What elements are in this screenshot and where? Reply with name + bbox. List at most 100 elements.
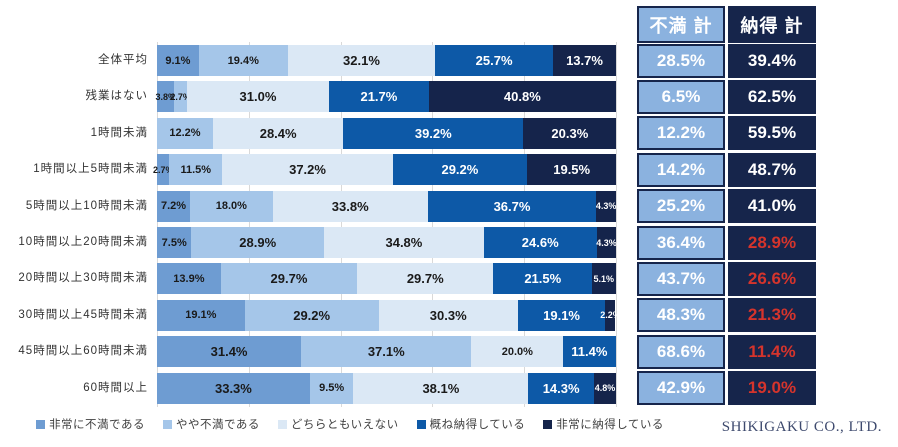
segment-value-label: 2.7% xyxy=(170,91,191,102)
segment-value-label: 2.2% xyxy=(600,310,621,321)
segment-value-label: 33.3% xyxy=(214,380,252,396)
company-name: SHIKIGAKU CO., LTD. xyxy=(721,419,882,435)
segment-value-label: 28.9% xyxy=(239,235,277,250)
legend-item: やや不満である xyxy=(162,416,260,432)
segment-value-label: 40.8% xyxy=(503,89,541,105)
segment-value-label: 19.1% xyxy=(185,309,217,322)
dissatisfied-total-cell: 28.5% xyxy=(637,43,725,78)
bar-segment: 38.1% xyxy=(353,372,529,404)
bar-segment: 36.7% xyxy=(427,190,597,222)
segment-value-label: 31.0% xyxy=(239,89,277,105)
stacked-bar: 7.2% 18.0% 33.8% 36.7% 4.3% xyxy=(157,190,617,222)
bar-segment: 7.5% xyxy=(157,227,192,258)
bar-segment: 9.1% xyxy=(157,45,199,76)
dissatisfied-total-value: 14.2% xyxy=(656,159,706,179)
segment-value-label: 12.2% xyxy=(169,127,201,140)
summary-row: 6.5% 62.5% xyxy=(637,79,816,114)
segment-value-label: 4.3% xyxy=(595,201,617,212)
satisfied-total-value: 28.9% xyxy=(747,232,797,252)
segment-value-label: 20.3% xyxy=(551,125,589,141)
dissatisfied-total-cell: 12.2% xyxy=(637,116,725,151)
bar-segment: 5.1% xyxy=(592,263,616,295)
bar-segment: 20.0% xyxy=(471,336,564,368)
bar-segment: 29.2% xyxy=(392,154,527,186)
dissatisfied-total-cell: 6.5% xyxy=(637,79,725,114)
dissatisfied-total-cell: 25.2% xyxy=(637,189,725,224)
bar-segment: 19.1% xyxy=(157,299,245,331)
stacked-bar: 2.7% 11.5% 37.2% 29.2% 19.5% xyxy=(153,154,617,186)
dissatisfied-total-value: 25.2% xyxy=(656,196,706,216)
bar-segment: 7.2% xyxy=(157,190,191,222)
summary-table-header: 不満 計 納得 計 xyxy=(637,6,816,43)
dissatisfied-total-value: 6.5% xyxy=(661,86,701,106)
category-label: 45時間以上60時間未満 xyxy=(18,345,148,358)
segment-value-label: 4.3% xyxy=(596,237,617,248)
dissatisfied-total-value: 12.2% xyxy=(656,123,706,143)
segment-value-label: 21.7% xyxy=(360,89,398,105)
segment-value-label: 33.8% xyxy=(331,198,369,214)
segment-value-label: 29.2% xyxy=(293,307,331,323)
bar-segment: 2.7% xyxy=(170,81,191,113)
satisfied-total-cell: 28.9% xyxy=(728,225,816,260)
legend-item-label: 非常に納得している xyxy=(556,419,664,431)
bar-segment: 3.8% xyxy=(155,81,176,113)
stacked-bar: 7.5% 28.9% 34.8% 24.6% 4.3% xyxy=(157,227,617,258)
segment-value-label: 20.0% xyxy=(501,345,533,358)
stacked-bar: 12.2% 28.4% 39.2% 20.3% xyxy=(157,117,617,149)
segment-value-label: 31.4% xyxy=(210,344,248,360)
bar-segment: 37.1% xyxy=(301,336,472,368)
satisfied-total-value: 48.7% xyxy=(747,159,797,179)
category-label: 60時間以上 xyxy=(83,381,148,394)
segment-value-label: 7.2% xyxy=(160,200,187,213)
satisfied-total-cell: 11.4% xyxy=(728,334,816,369)
bar-segment: 40.8% xyxy=(428,81,616,113)
segment-value-label: 14.3% xyxy=(542,380,580,396)
legend-color-swatch-icon xyxy=(277,419,287,429)
satisfied-total-cell: 39.4% xyxy=(728,43,816,78)
legend-item: 概ね納得している xyxy=(416,416,526,432)
segment-value-label: 24.6% xyxy=(521,235,559,250)
summary-row: 25.2% 41.0% xyxy=(637,189,816,224)
bar-segment: 21.5% xyxy=(493,263,593,295)
segment-value-label: 11.4% xyxy=(571,344,608,360)
legend-color-swatch-icon xyxy=(416,419,426,429)
segment-value-label: 36.7% xyxy=(493,198,531,214)
dissatisfied-total-value: 43.7% xyxy=(656,268,706,288)
dissatisfied-total-header: 不満 計 xyxy=(637,6,725,43)
gridline xyxy=(157,42,158,407)
summary-row: 14.2% 48.7% xyxy=(637,152,816,187)
legend-item-label: どちらともいえない xyxy=(290,419,399,431)
segment-value-label: 37.2% xyxy=(289,162,326,178)
satisfied-total-header: 納得 計 xyxy=(728,6,816,43)
segment-value-label: 29.7% xyxy=(406,271,444,287)
summary-row: 36.4% 28.9% xyxy=(637,225,816,260)
segment-value-label: 5.1% xyxy=(593,273,615,284)
segment-value-label: 29.7% xyxy=(270,271,308,287)
bar-segment: 31.4% xyxy=(157,336,302,368)
category-label: 全体平均 xyxy=(98,54,148,66)
dissatisfied-total-cell: 14.2% xyxy=(637,152,725,187)
bar-segment: 32.1% xyxy=(287,45,436,76)
category-label: 1時間未満 xyxy=(90,126,148,139)
satisfied-total-cell: 21.3% xyxy=(728,298,816,333)
segment-value-label: 9.5% xyxy=(319,382,345,395)
gridline xyxy=(340,42,342,407)
segment-value-label: 34.8% xyxy=(385,235,423,250)
gridline xyxy=(524,42,526,407)
bar-segment: 33.3% xyxy=(157,372,310,404)
bar-segment: 31.0% xyxy=(186,81,330,113)
bar-segment: 4.8% xyxy=(593,372,616,404)
bar-segment: 39.2% xyxy=(343,117,524,149)
satisfied-total-cell: 62.5% xyxy=(728,79,816,114)
bar-segment: 21.7% xyxy=(329,81,429,113)
segment-value-label: 38.1% xyxy=(422,380,460,396)
segment-value-label: 19.5% xyxy=(553,162,591,178)
bar-segment: 29.7% xyxy=(220,263,358,295)
bar-segment: 29.2% xyxy=(244,299,379,331)
dissatisfied-total-cell: 68.6% xyxy=(637,334,725,369)
bar-segment: 37.2% xyxy=(222,154,393,186)
satisfied-total-cell: 26.6% xyxy=(728,261,816,296)
segment-value-label: 13.7% xyxy=(566,53,603,68)
segment-value-label: 13.9% xyxy=(173,272,205,285)
dissatisfied-total-cell: 43.7% xyxy=(637,261,725,296)
